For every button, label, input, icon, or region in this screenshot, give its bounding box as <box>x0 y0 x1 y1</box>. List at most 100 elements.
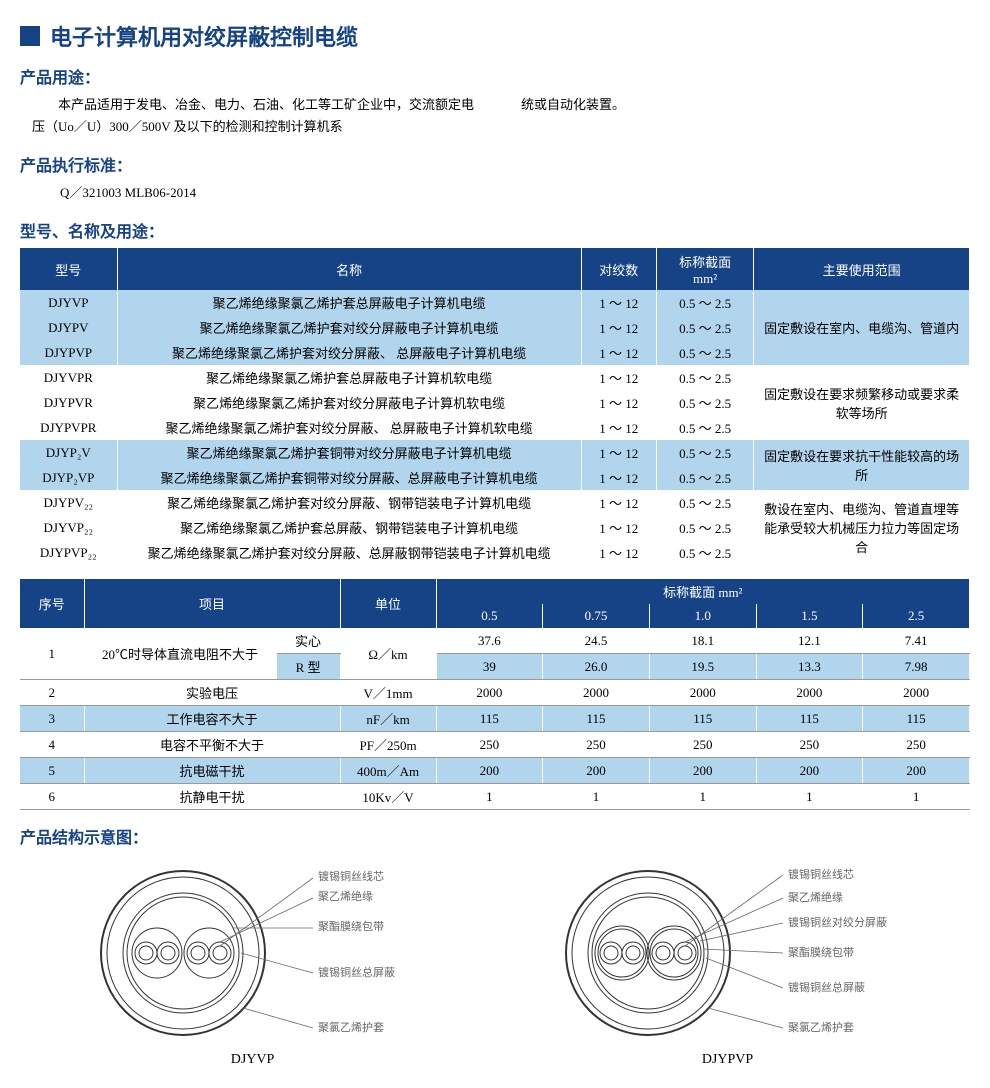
usage-text: 本产品适用于发电、冶金、电力、石油、化工等工矿企业中，交流额定电压（Uo／U）3… <box>20 94 970 142</box>
cell-twist: 1 ～ 12 <box>581 290 657 315</box>
cell-cross: 0.5 ～ 2.5 <box>657 515 754 540</box>
th-twist: 对绞数 <box>581 248 657 290</box>
cell-cross: 0.5 ～ 2.5 <box>657 390 754 415</box>
cell-seq: 1 <box>20 628 84 680</box>
model-table: 型号 名称 对绞数 标称截面mm² 主要使用范围 DJYVP 聚乙烯绝缘聚氯乙烯… <box>20 248 970 565</box>
dia-r-label-4: 镀锡铜丝总屏蔽 <box>788 980 865 994</box>
cell-name: 聚乙烯绝缘聚氯乙烯护套对绞分屏蔽、 总屏蔽电子计算机电缆 <box>117 340 581 365</box>
cell-twist: 1 ～ 12 <box>581 490 657 515</box>
cell-name: 聚乙烯绝缘聚氯乙烯护套铜带对绞分屏蔽、总屏蔽电子计算机电缆 <box>117 465 581 490</box>
cell-val: 7.98 <box>863 654 970 680</box>
table-row: DJYVPR 聚乙烯绝缘聚氯乙烯护套总屏蔽电子计算机软电缆 1 ～ 12 0.5… <box>20 365 970 390</box>
table-row: DJYP₂V 聚乙烯绝缘聚氯乙烯护套铜带对绞分屏蔽电子计算机电缆 1 ～ 12 … <box>20 440 970 465</box>
dia-l-label-1: 聚乙烯绝缘 <box>318 889 373 903</box>
cell-unit: 10Kv／V <box>340 784 436 810</box>
cell-val: 2000 <box>543 680 650 706</box>
cell-val: 115 <box>756 706 863 732</box>
section-model-label: 型号、名称及用途： <box>20 218 970 242</box>
usage-text-right: 统或自动化装置。 <box>521 94 970 138</box>
cell-val: 200 <box>756 758 863 784</box>
th-name: 名称 <box>117 248 581 290</box>
cell-seq: 4 <box>20 732 84 758</box>
th-val: 0.75 <box>543 604 650 628</box>
cell-cross: 0.5 ～ 2.5 <box>657 490 754 515</box>
cell-val: 24.5 <box>543 628 650 654</box>
cell-item: 抗电磁干扰 <box>84 758 340 784</box>
cell-val: 1 <box>436 784 543 810</box>
cell-unit: Ω／km <box>340 628 436 680</box>
cell-cross: 0.5 ～ 2.5 <box>657 540 754 565</box>
th-cross: 标称截面mm² <box>657 248 754 290</box>
cell-val: 7.41 <box>863 628 970 654</box>
cell-val: 250 <box>756 732 863 758</box>
cell-name: 聚乙烯绝缘聚氯乙烯护套对绞分屏蔽、总屏蔽钢带铠装电子计算机电缆 <box>117 540 581 565</box>
dia-r-label-1: 聚乙烯绝缘 <box>788 890 843 904</box>
cell-name: 聚乙烯绝缘聚氯乙烯护套总屏蔽电子计算机软电缆 <box>117 365 581 390</box>
title-row: 电子计算机用对绞屏蔽控制电缆 <box>20 20 970 52</box>
th-val: 2.5 <box>863 604 970 628</box>
cell-seq: 5 <box>20 758 84 784</box>
cell-use: 固定敷设在室内、电缆沟、管道内 <box>754 290 970 365</box>
diagram-right: 镀锡铜丝线芯 聚乙烯绝缘 镀锡铜丝对绞分屏蔽 聚酯膜绕包带 镀锡铜丝总屏蔽 聚氯… <box>528 858 928 1068</box>
diagram-left-title: DJYVP <box>63 1052 443 1068</box>
cell-twist: 1 ～ 12 <box>581 540 657 565</box>
cell-item: 抗静电干扰 <box>84 784 340 810</box>
table-row: 3 工作电容不大于 nF／km115115115115115 <box>20 706 970 732</box>
cell-use: 敷设在室内、电缆沟、管道直埋等能承受较大机械压力拉力等固定场合 <box>754 490 970 565</box>
cell-subitem: R 型 <box>276 654 340 680</box>
cell-item: 20℃时导体直流电阻不大于 <box>84 628 276 680</box>
cell-val: 1 <box>649 784 756 810</box>
diagram-right-title: DJYPVP <box>528 1052 928 1068</box>
cell-cross: 0.5 ～ 2.5 <box>657 315 754 340</box>
table-row: 2 实验电压 V／1mm20002000200020002000 <box>20 680 970 706</box>
th-model: 型号 <box>20 248 117 290</box>
spec-table: 序号 项目 单位 标称截面 mm² 0.50.751.01.52.5 120℃时… <box>20 579 970 810</box>
title-square-icon <box>20 26 40 46</box>
cell-val: 1 <box>863 784 970 810</box>
cell-val: 200 <box>649 758 756 784</box>
table-row: 5 抗电磁干扰 400m／Am200200200200200 <box>20 758 970 784</box>
cell-model: DJYPVP <box>20 340 117 365</box>
cell-unit: PF／250m <box>340 732 436 758</box>
cell-model: DJYPVP₂₂ <box>20 540 117 565</box>
table-row: DJYVP 聚乙烯绝缘聚氯乙烯护套总屏蔽电子计算机电缆 1 ～ 12 0.5 ～… <box>20 290 970 315</box>
cell-model: DJYP₂VP <box>20 465 117 490</box>
cell-val: 200 <box>436 758 543 784</box>
cell-val: 115 <box>649 706 756 732</box>
cell-val: 12.1 <box>756 628 863 654</box>
dia-r-label-2: 镀锡铜丝对绞分屏蔽 <box>788 915 887 929</box>
cell-unit: nF／km <box>340 706 436 732</box>
cell-seq: 3 <box>20 706 84 732</box>
cell-model: DJYPV₂₂ <box>20 490 117 515</box>
cell-twist: 1 ～ 12 <box>581 465 657 490</box>
cell-name: 聚乙烯绝缘聚氯乙烯护套总屏蔽电子计算机电缆 <box>117 290 581 315</box>
cell-val: 2000 <box>756 680 863 706</box>
cell-val: 2000 <box>863 680 970 706</box>
cell-model: DJYVP₂₂ <box>20 515 117 540</box>
table-row: 120℃时导体直流电阻不大于实心Ω／km37.624.518.112.17.41 <box>20 628 970 654</box>
cell-seq: 2 <box>20 680 84 706</box>
cell-val: 13.3 <box>756 654 863 680</box>
dia-l-label-3: 镀锡铜丝总屏蔽 <box>318 965 395 979</box>
main-title: 电子计算机用对绞屏蔽控制电缆 <box>50 20 358 52</box>
cell-use: 固定敷设在要求抗干性能较高的场所 <box>754 440 970 490</box>
th-val: 1.0 <box>649 604 756 628</box>
cell-val: 250 <box>543 732 650 758</box>
cell-use: 固定敷设在要求频繁移动或要求柔软等场所 <box>754 365 970 440</box>
section-standard-label: 产品执行标准： <box>20 152 970 176</box>
cell-cross: 0.5 ～ 2.5 <box>657 415 754 440</box>
diagram-left: 镀锡铜丝线芯 聚乙烯绝缘 聚酯膜绕包带 镀锡铜丝总屏蔽 聚氯乙烯护套 DJYVP <box>63 858 443 1068</box>
th-cross2: 标称截面 mm² <box>436 579 969 604</box>
cell-val: 2000 <box>649 680 756 706</box>
cell-val: 19.5 <box>649 654 756 680</box>
th-val: 0.5 <box>436 604 543 628</box>
cell-val: 250 <box>649 732 756 758</box>
cell-val: 2000 <box>436 680 543 706</box>
standard-text: Q／321003 MLB06-2014 <box>60 182 970 204</box>
cell-name: 聚乙烯绝缘聚氯乙烯护套总屏蔽、钢带铠装电子计算机电缆 <box>117 515 581 540</box>
cell-name: 聚乙烯绝缘聚氯乙烯护套对绞分屏蔽、 总屏蔽电子计算机软电缆 <box>117 415 581 440</box>
cell-model: DJYPVPR <box>20 415 117 440</box>
cell-cross: 0.5 ～ 2.5 <box>657 290 754 315</box>
cell-seq: 6 <box>20 784 84 810</box>
dia-l-label-4: 聚氯乙烯护套 <box>318 1020 384 1034</box>
